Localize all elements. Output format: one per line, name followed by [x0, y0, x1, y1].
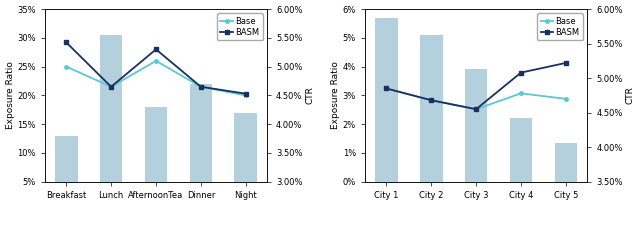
Y-axis label: Exposure Ratio: Exposure Ratio — [6, 62, 15, 129]
BASM — [152, 48, 160, 51]
Bar — [465, 69, 487, 182]
BASM — [383, 87, 390, 90]
Bar — [510, 118, 532, 182]
Base — [562, 97, 570, 100]
Bar — [145, 107, 167, 211]
BASM — [197, 85, 205, 88]
Bar — [189, 84, 212, 211]
Y-axis label: CTR: CTR — [305, 86, 314, 104]
Bar — [55, 136, 77, 211]
Base — [63, 65, 70, 68]
Base — [197, 85, 205, 88]
Bar — [555, 143, 577, 182]
Y-axis label: Exposure Ratio: Exposure Ratio — [331, 62, 340, 129]
Base — [517, 92, 525, 95]
Base — [383, 87, 390, 90]
Base — [108, 85, 115, 88]
BASM — [517, 71, 525, 74]
Legend: Base, BASM: Base, BASM — [217, 13, 263, 40]
Line: BASM: BASM — [65, 41, 248, 95]
Bar — [420, 35, 442, 182]
Bar — [100, 35, 122, 211]
BASM — [562, 62, 570, 64]
Line: Base: Base — [385, 87, 568, 111]
Legend: Base, BASM: Base, BASM — [537, 13, 583, 40]
Base — [242, 94, 250, 97]
Base — [472, 108, 480, 111]
BASM — [242, 92, 250, 95]
Bar — [234, 113, 257, 211]
Base — [428, 99, 435, 102]
BASM — [428, 99, 435, 102]
BASM — [63, 41, 70, 44]
BASM — [108, 85, 115, 88]
Line: BASM: BASM — [385, 61, 568, 111]
Bar — [375, 18, 397, 182]
Line: Base: Base — [65, 59, 248, 97]
BASM — [472, 108, 480, 111]
Y-axis label: CTR: CTR — [625, 86, 634, 104]
Base — [152, 59, 160, 62]
